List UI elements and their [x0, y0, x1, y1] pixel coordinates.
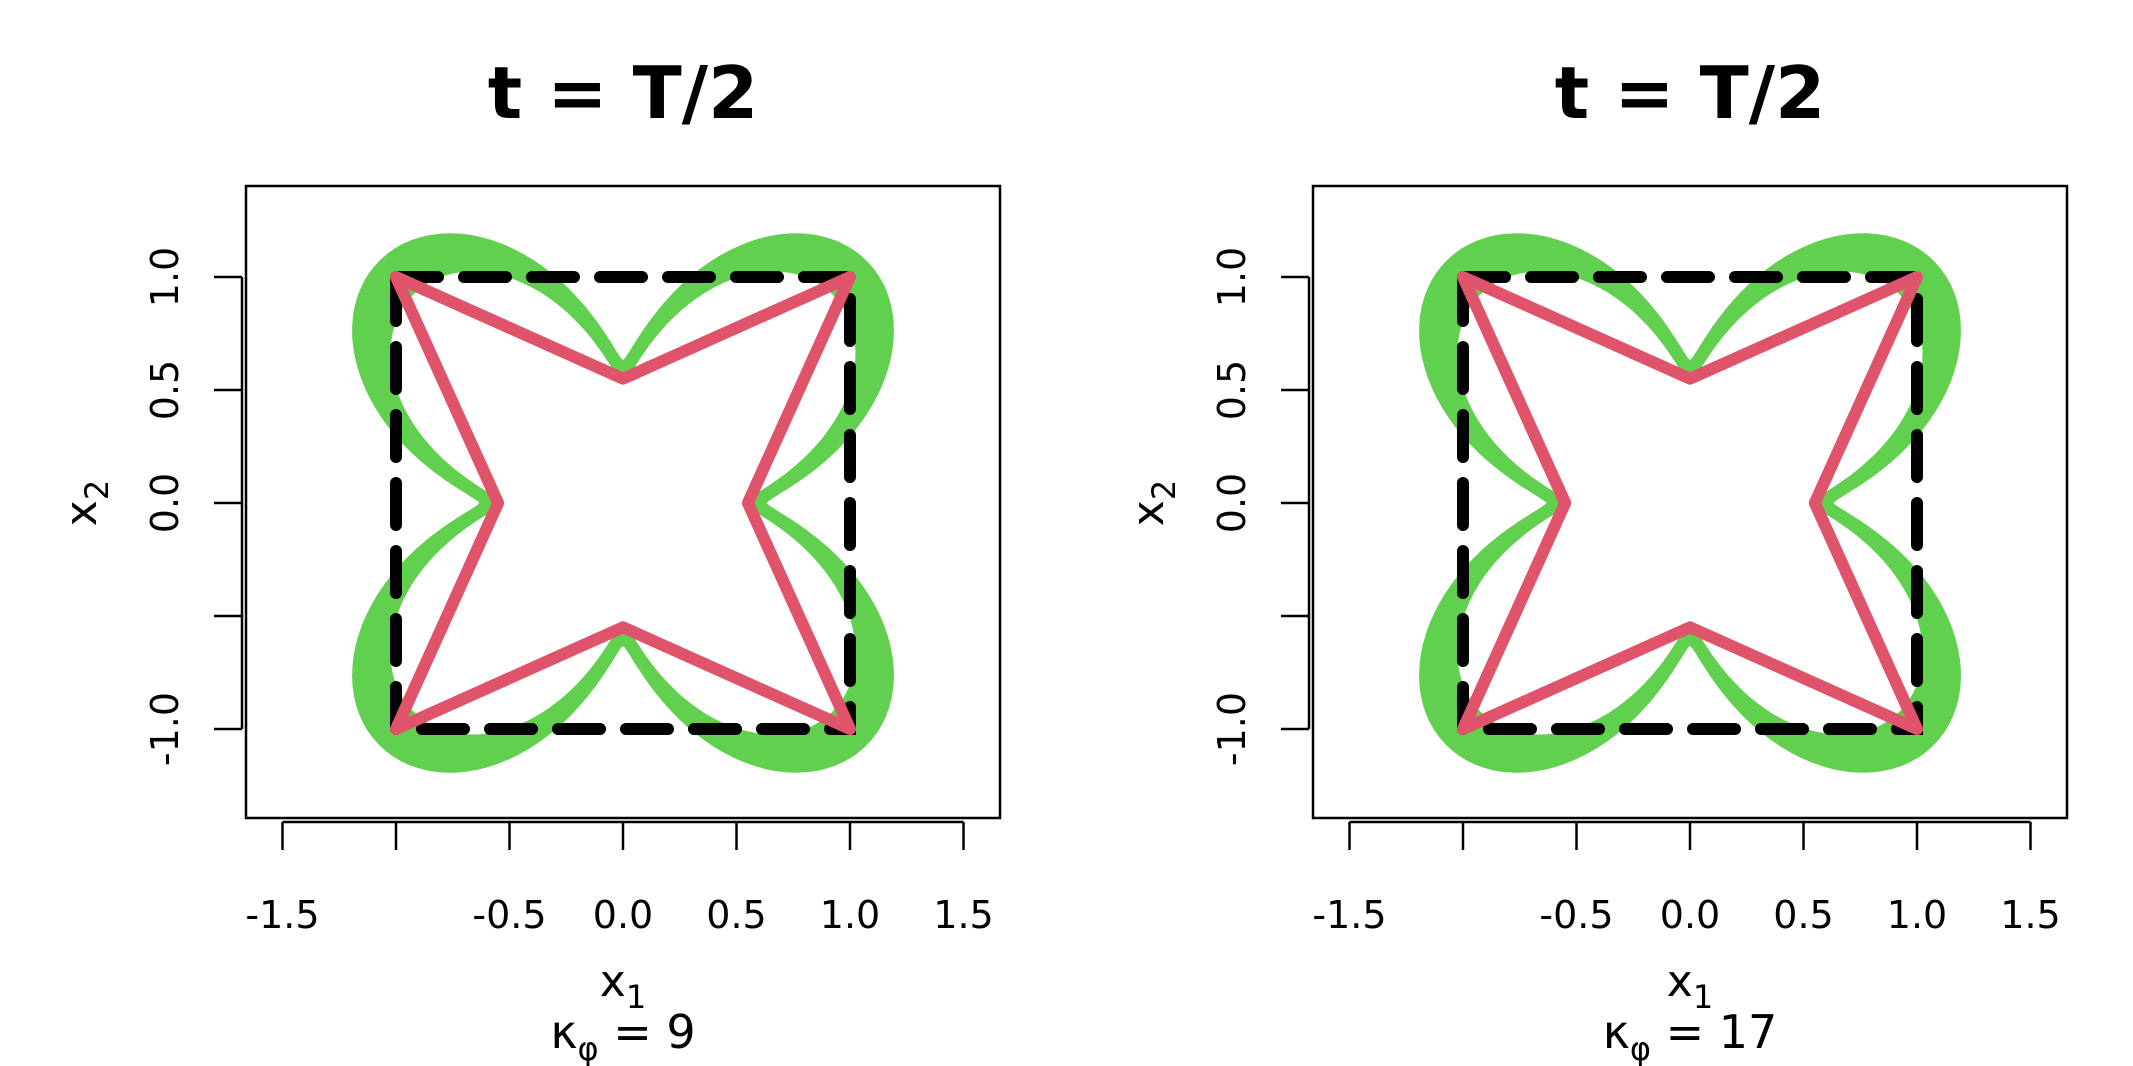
envelope-band	[1419, 233, 1961, 773]
envelope-loop	[383, 264, 863, 742]
y-tick-label: 0.0	[1210, 473, 1254, 533]
envelope-loop	[357, 238, 889, 768]
envelope-loop	[1450, 264, 1930, 742]
x-tick-label: 0.5	[706, 893, 766, 937]
envelope-loop	[352, 233, 894, 773]
x-tick-label: -0.5	[472, 893, 546, 937]
envelope-loop	[356, 237, 890, 769]
kappa-caption: κφ = 17	[1603, 1005, 1778, 1066]
envelope-loop	[353, 234, 893, 772]
x-tick-label: 1.5	[933, 893, 993, 937]
envelope-loop	[1452, 266, 1928, 740]
envelope-loop	[369, 250, 877, 756]
polygon-line	[1457, 271, 1923, 735]
x-tick-label: 1.0	[820, 893, 880, 937]
envelope-loop	[1445, 259, 1935, 747]
y-tick-label: -1.0	[143, 692, 187, 766]
envelope-loop	[363, 244, 883, 762]
envelope-loop	[360, 241, 886, 765]
envelope-loop	[1443, 257, 1937, 749]
y-axis-label: x2	[56, 480, 116, 526]
envelope-loop	[1451, 265, 1929, 741]
envelope-loop	[1447, 261, 1933, 745]
x-tick-label: 1.0	[1887, 893, 1947, 937]
x-tick-label: 0.0	[1660, 893, 1720, 937]
y-axis-label: x2	[1123, 480, 1183, 526]
envelope-loop	[366, 247, 880, 759]
envelope-loop	[376, 257, 870, 749]
envelope-loop	[1428, 243, 1952, 763]
envelope-loop	[361, 243, 885, 763]
envelope-loop	[1454, 268, 1926, 738]
chart-title: t = T/2	[1555, 51, 1825, 135]
envelope-loop	[385, 266, 861, 740]
envelope-loop	[1440, 254, 1940, 752]
plot-frame	[244, 184, 1002, 820]
chart-panel-2: t = T/2 -1.5 -0.5 0.0 0.5 1.0 1.5 -1.0 0.0 0.5 1.0…	[1123, 51, 2069, 1066]
envelope-loop	[1419, 233, 1961, 773]
envelope-loop	[364, 245, 882, 761]
envelope-loop	[1420, 234, 1960, 772]
x-tick-label: -1.5	[245, 893, 319, 937]
envelope-loop	[1421, 236, 1959, 770]
envelope-loop	[381, 262, 865, 744]
envelope-loop	[1437, 251, 1943, 755]
envelope-loop	[1438, 252, 1942, 754]
envelope-loop	[370, 251, 876, 755]
plot-frame	[1311, 184, 2069, 820]
x-tick-label: 0.0	[593, 893, 653, 937]
envelope-loop	[1426, 240, 1954, 766]
x-axis-label: x1	[600, 956, 646, 1016]
kappa-caption: κφ = 9	[550, 1005, 695, 1066]
envelope-loop	[1423, 237, 1957, 769]
envelope-loop	[354, 236, 892, 770]
dashed-square-line	[1457, 271, 1923, 735]
envelope-loop	[378, 259, 868, 747]
dashed-square-line	[390, 271, 856, 735]
envelope-loop	[387, 268, 859, 738]
envelope-loop	[371, 252, 875, 754]
x-tick-label: 1.5	[2000, 893, 2060, 937]
envelope-loop	[377, 258, 869, 748]
envelope-loop	[374, 255, 872, 751]
y-tick-label: 0.5	[143, 360, 187, 420]
envelope-loop	[367, 248, 879, 758]
envelope-loop	[1427, 241, 1953, 765]
x-tick-label: 0.5	[1773, 893, 1833, 937]
envelope-loop	[1434, 248, 1946, 758]
polygon-line	[390, 271, 856, 735]
envelope-loop	[1444, 258, 1936, 748]
x-tick-label: -1.5	[1312, 893, 1386, 937]
x-tick-label: -0.5	[1539, 893, 1613, 937]
envelope-band	[352, 233, 894, 773]
y-tick-label: 1.0	[1210, 247, 1254, 307]
y-tick-label: 0.5	[1210, 360, 1254, 420]
y-tick-label: -1.0	[1210, 692, 1254, 766]
envelope-loop	[1436, 250, 1944, 756]
envelope-loop	[373, 254, 873, 752]
y-tick-label: 1.0	[143, 247, 187, 307]
envelope-loop	[1448, 262, 1932, 744]
envelope-loop	[359, 240, 887, 766]
chart-title: t = T/2	[488, 51, 758, 135]
envelope-loop	[1431, 245, 1949, 761]
y-tick-label: 0.0	[143, 473, 187, 533]
envelope-loop	[380, 261, 866, 745]
x-axis-label: x1	[1667, 956, 1713, 1016]
envelope-loop	[1430, 244, 1950, 762]
envelope-loop	[1441, 255, 1939, 751]
envelope-loop	[1424, 238, 1956, 768]
envelope-loop	[384, 265, 862, 741]
envelope-loop	[1433, 247, 1947, 759]
chart-panel-1: t = T/2 -1.5 -0.5 0.0 0.5 1.0 1.5 -1.0 0.0 0.5 1.0…	[56, 51, 1002, 1066]
